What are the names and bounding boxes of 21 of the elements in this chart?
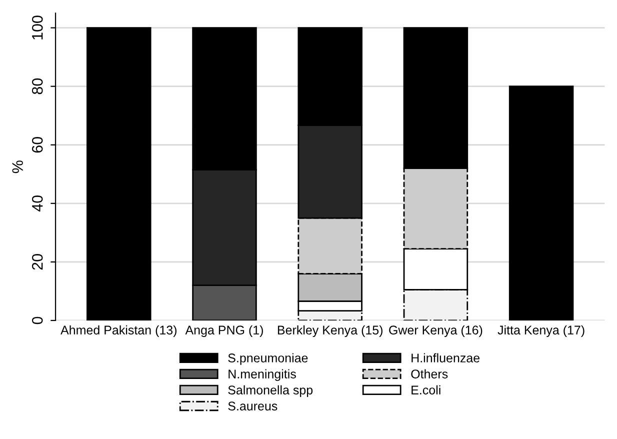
y-axis-title: % <box>12 160 23 174</box>
x-tick-label: Anga PNG (1) <box>185 325 263 337</box>
y-tick-label: 20 <box>32 254 43 270</box>
x-tick-label: Jitta Kenya (17) <box>498 325 584 337</box>
legend-label: S.pneumoniae <box>228 353 308 365</box>
y-tick-label: 100 <box>32 16 43 40</box>
x-tick-label: Berkley Kenya (15) <box>278 325 382 337</box>
y-tick-label: 80 <box>32 78 43 94</box>
y-tick-label: 60 <box>32 136 43 153</box>
legend-label: N.meningitis <box>228 369 296 381</box>
legend-label: Others <box>411 369 448 378</box>
legend-label: Salmonella spp <box>228 385 313 397</box>
legend-label: S.aureus <box>228 402 278 410</box>
bar <box>86 27 152 320</box>
bar <box>508 86 574 320</box>
y-tick-label: 0 <box>32 316 43 324</box>
legend-label: H.influenzae <box>412 353 480 362</box>
x-tick-label: Ahmed Pakistan (13) <box>60 325 176 337</box>
x-tick-label: Gwer Kenya (16) <box>389 325 482 337</box>
legend-label: E.coli <box>412 385 440 394</box>
y-tick-label: 40 <box>32 196 43 212</box>
